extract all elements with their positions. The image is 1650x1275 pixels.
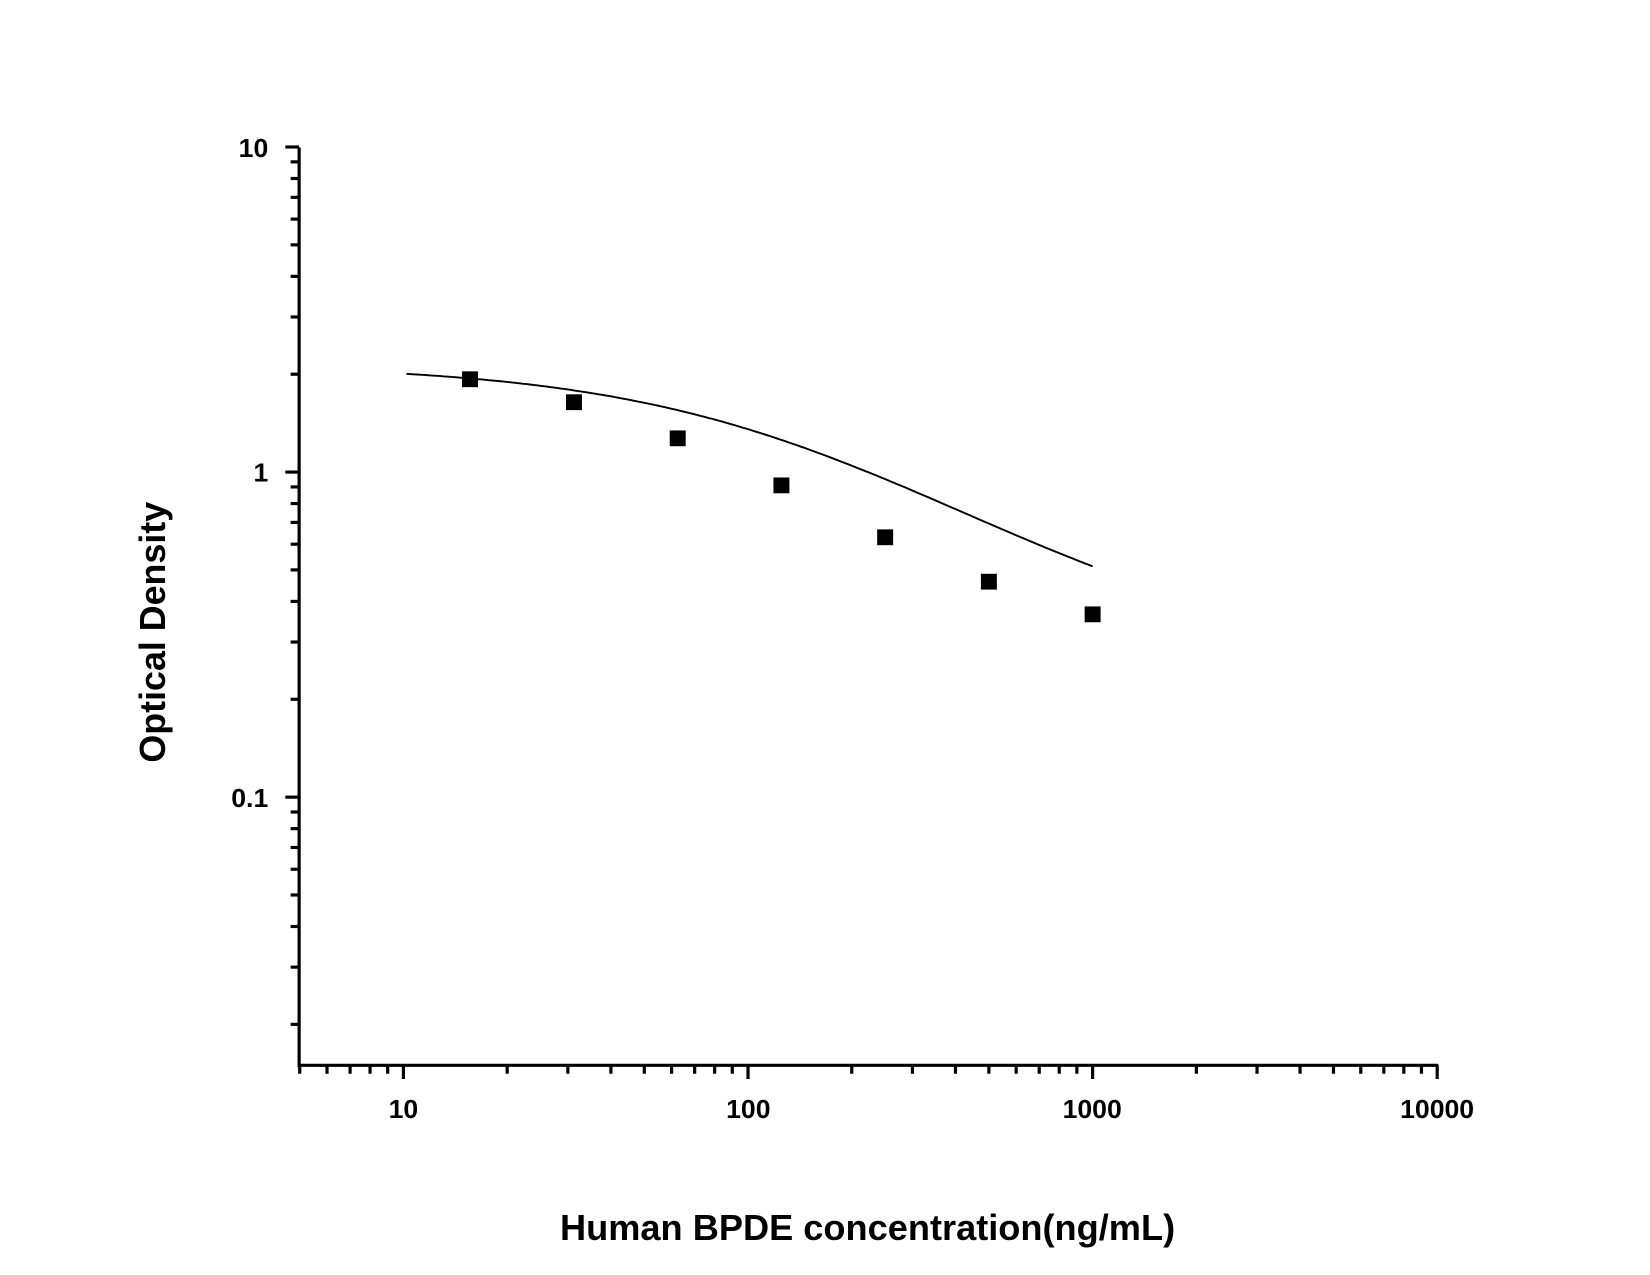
x-tick-label-100: 100: [726, 1094, 770, 1124]
y-axis: [285, 145, 301, 1068]
data-point-marker: [877, 529, 894, 546]
data-point-marker: [669, 430, 686, 447]
data-point-marker: [980, 573, 997, 590]
fitted-curve: [406, 372, 1093, 568]
data-point-marker: [462, 371, 478, 388]
y-tick-label-1: 1: [253, 458, 268, 488]
data-point-marker: [1084, 606, 1101, 623]
x-tick-label-10000: 10000: [1400, 1094, 1474, 1124]
x-axis-title: Human BPDE concentration(ng/mL): [560, 1207, 1175, 1248]
y-axis-title: Optical Density: [132, 502, 173, 763]
data-point-marker: [773, 477, 790, 494]
x-tick-label-10: 10: [389, 1094, 419, 1124]
y-tick-labels: 10 1 0.1: [231, 133, 268, 813]
x-tick-label-1000: 1000: [1063, 1094, 1122, 1124]
x-tick-labels: 10 100 1000 10000: [389, 1094, 1474, 1124]
plot-area: [406, 371, 1101, 623]
data-point-marker: [565, 394, 582, 411]
y-tick-label-10: 10: [239, 133, 269, 163]
y-tick-label-0.1: 0.1: [231, 783, 268, 813]
x-axis: [298, 1063, 1439, 1080]
